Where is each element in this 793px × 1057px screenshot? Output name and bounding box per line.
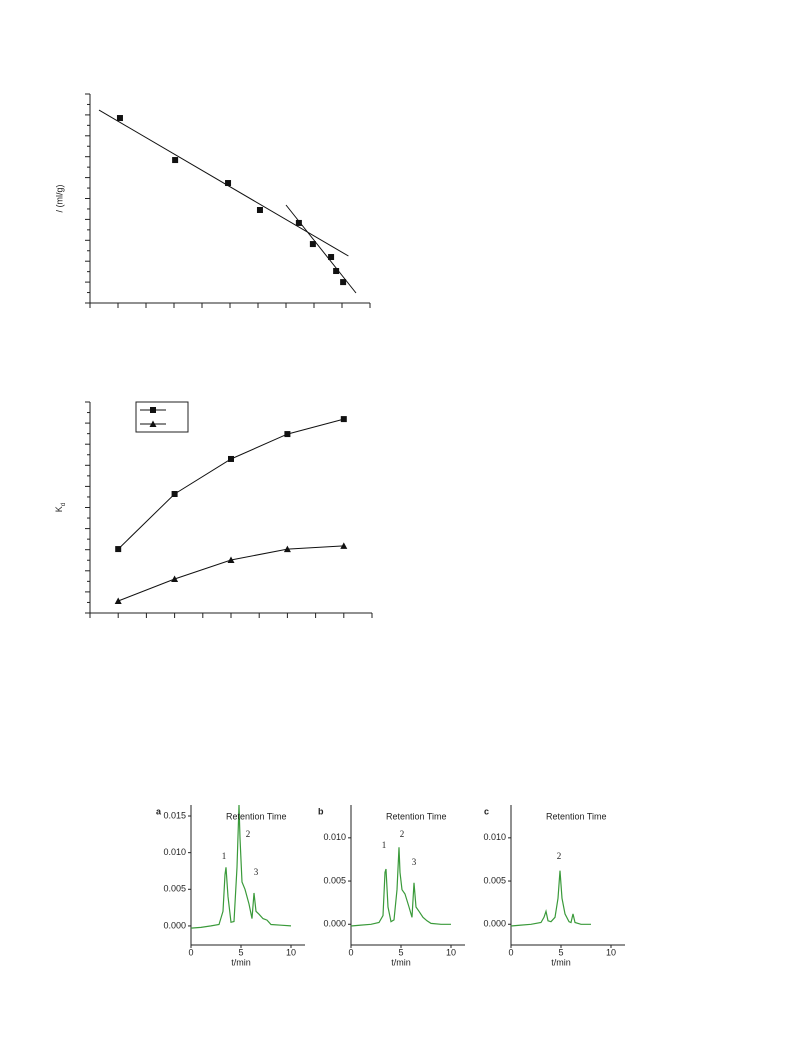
point (340, 416, 347, 423)
point (328, 254, 335, 261)
x-axis-label: t/min (391, 957, 411, 967)
peak-label: 3 (254, 867, 259, 877)
point (225, 180, 232, 187)
point (340, 279, 347, 286)
trace (510, 870, 591, 927)
peak-label: 1 (382, 840, 387, 850)
point (150, 407, 156, 413)
point (171, 490, 178, 497)
y-tick-label: 0.000 (323, 919, 346, 929)
panel-title: Retention Time (546, 811, 607, 821)
point (172, 157, 179, 164)
panel-title: Retention Time (226, 811, 287, 821)
fit-line (285, 204, 357, 294)
x-tick-label: 10 (606, 947, 616, 957)
y-axis-label: Kd (54, 503, 66, 512)
y-tick-label: 0.015 (163, 810, 186, 820)
x-tick-label: 5 (398, 947, 403, 957)
trace (190, 804, 292, 929)
peak-label: 2 (557, 851, 562, 861)
x-tick-label: 0 (188, 947, 193, 957)
peak-label: 1 (222, 851, 227, 861)
y-axis-label: / (ml/g) (54, 184, 64, 212)
y-tick-label: 0.005 (323, 875, 346, 885)
x-tick-label: 10 (286, 947, 296, 957)
x-tick-label: 5 (238, 947, 243, 957)
x-tick-label: 0 (348, 947, 353, 957)
peak-label: 3 (412, 857, 417, 867)
legend-box (135, 401, 189, 433)
point (115, 546, 122, 553)
y-tick-label: 0.000 (483, 919, 506, 929)
fit-line (98, 109, 349, 257)
panel-letter: b (318, 806, 324, 816)
point (149, 420, 157, 427)
point (171, 575, 179, 583)
x-tick-label: 5 (558, 947, 563, 957)
x-axis-label: t/min (231, 957, 251, 967)
y-tick-label: 0.005 (483, 875, 506, 885)
point (114, 597, 122, 604)
y-tick-label: 0.010 (163, 847, 186, 857)
peak-label: 2 (400, 829, 405, 839)
panel-letter: a (156, 806, 162, 816)
panel-letter: c (484, 806, 489, 816)
point (228, 455, 234, 462)
point (283, 545, 291, 553)
y-tick-label: 0.010 (323, 832, 346, 842)
x-tick-label: 10 (446, 947, 456, 957)
x-tick-label: 0 (508, 947, 513, 957)
point (116, 115, 123, 122)
series-line (117, 418, 344, 550)
x-axis-label: t/min (551, 957, 571, 967)
point (340, 542, 348, 549)
y-tick-label: 0.000 (163, 920, 186, 930)
trace (350, 847, 451, 927)
panel-title: Retention Time (386, 811, 447, 821)
point (256, 206, 263, 213)
point (309, 241, 316, 248)
point (227, 556, 235, 564)
y-label-sub: d (61, 503, 67, 506)
peak-label: 2 (246, 829, 251, 839)
series-line (118, 545, 344, 602)
point (295, 219, 302, 226)
y-tick-label: 0.005 (163, 884, 186, 894)
point (284, 431, 291, 438)
point (333, 268, 340, 275)
y-tick-label: 0.010 (483, 832, 506, 842)
y-label-main: K (54, 506, 64, 512)
